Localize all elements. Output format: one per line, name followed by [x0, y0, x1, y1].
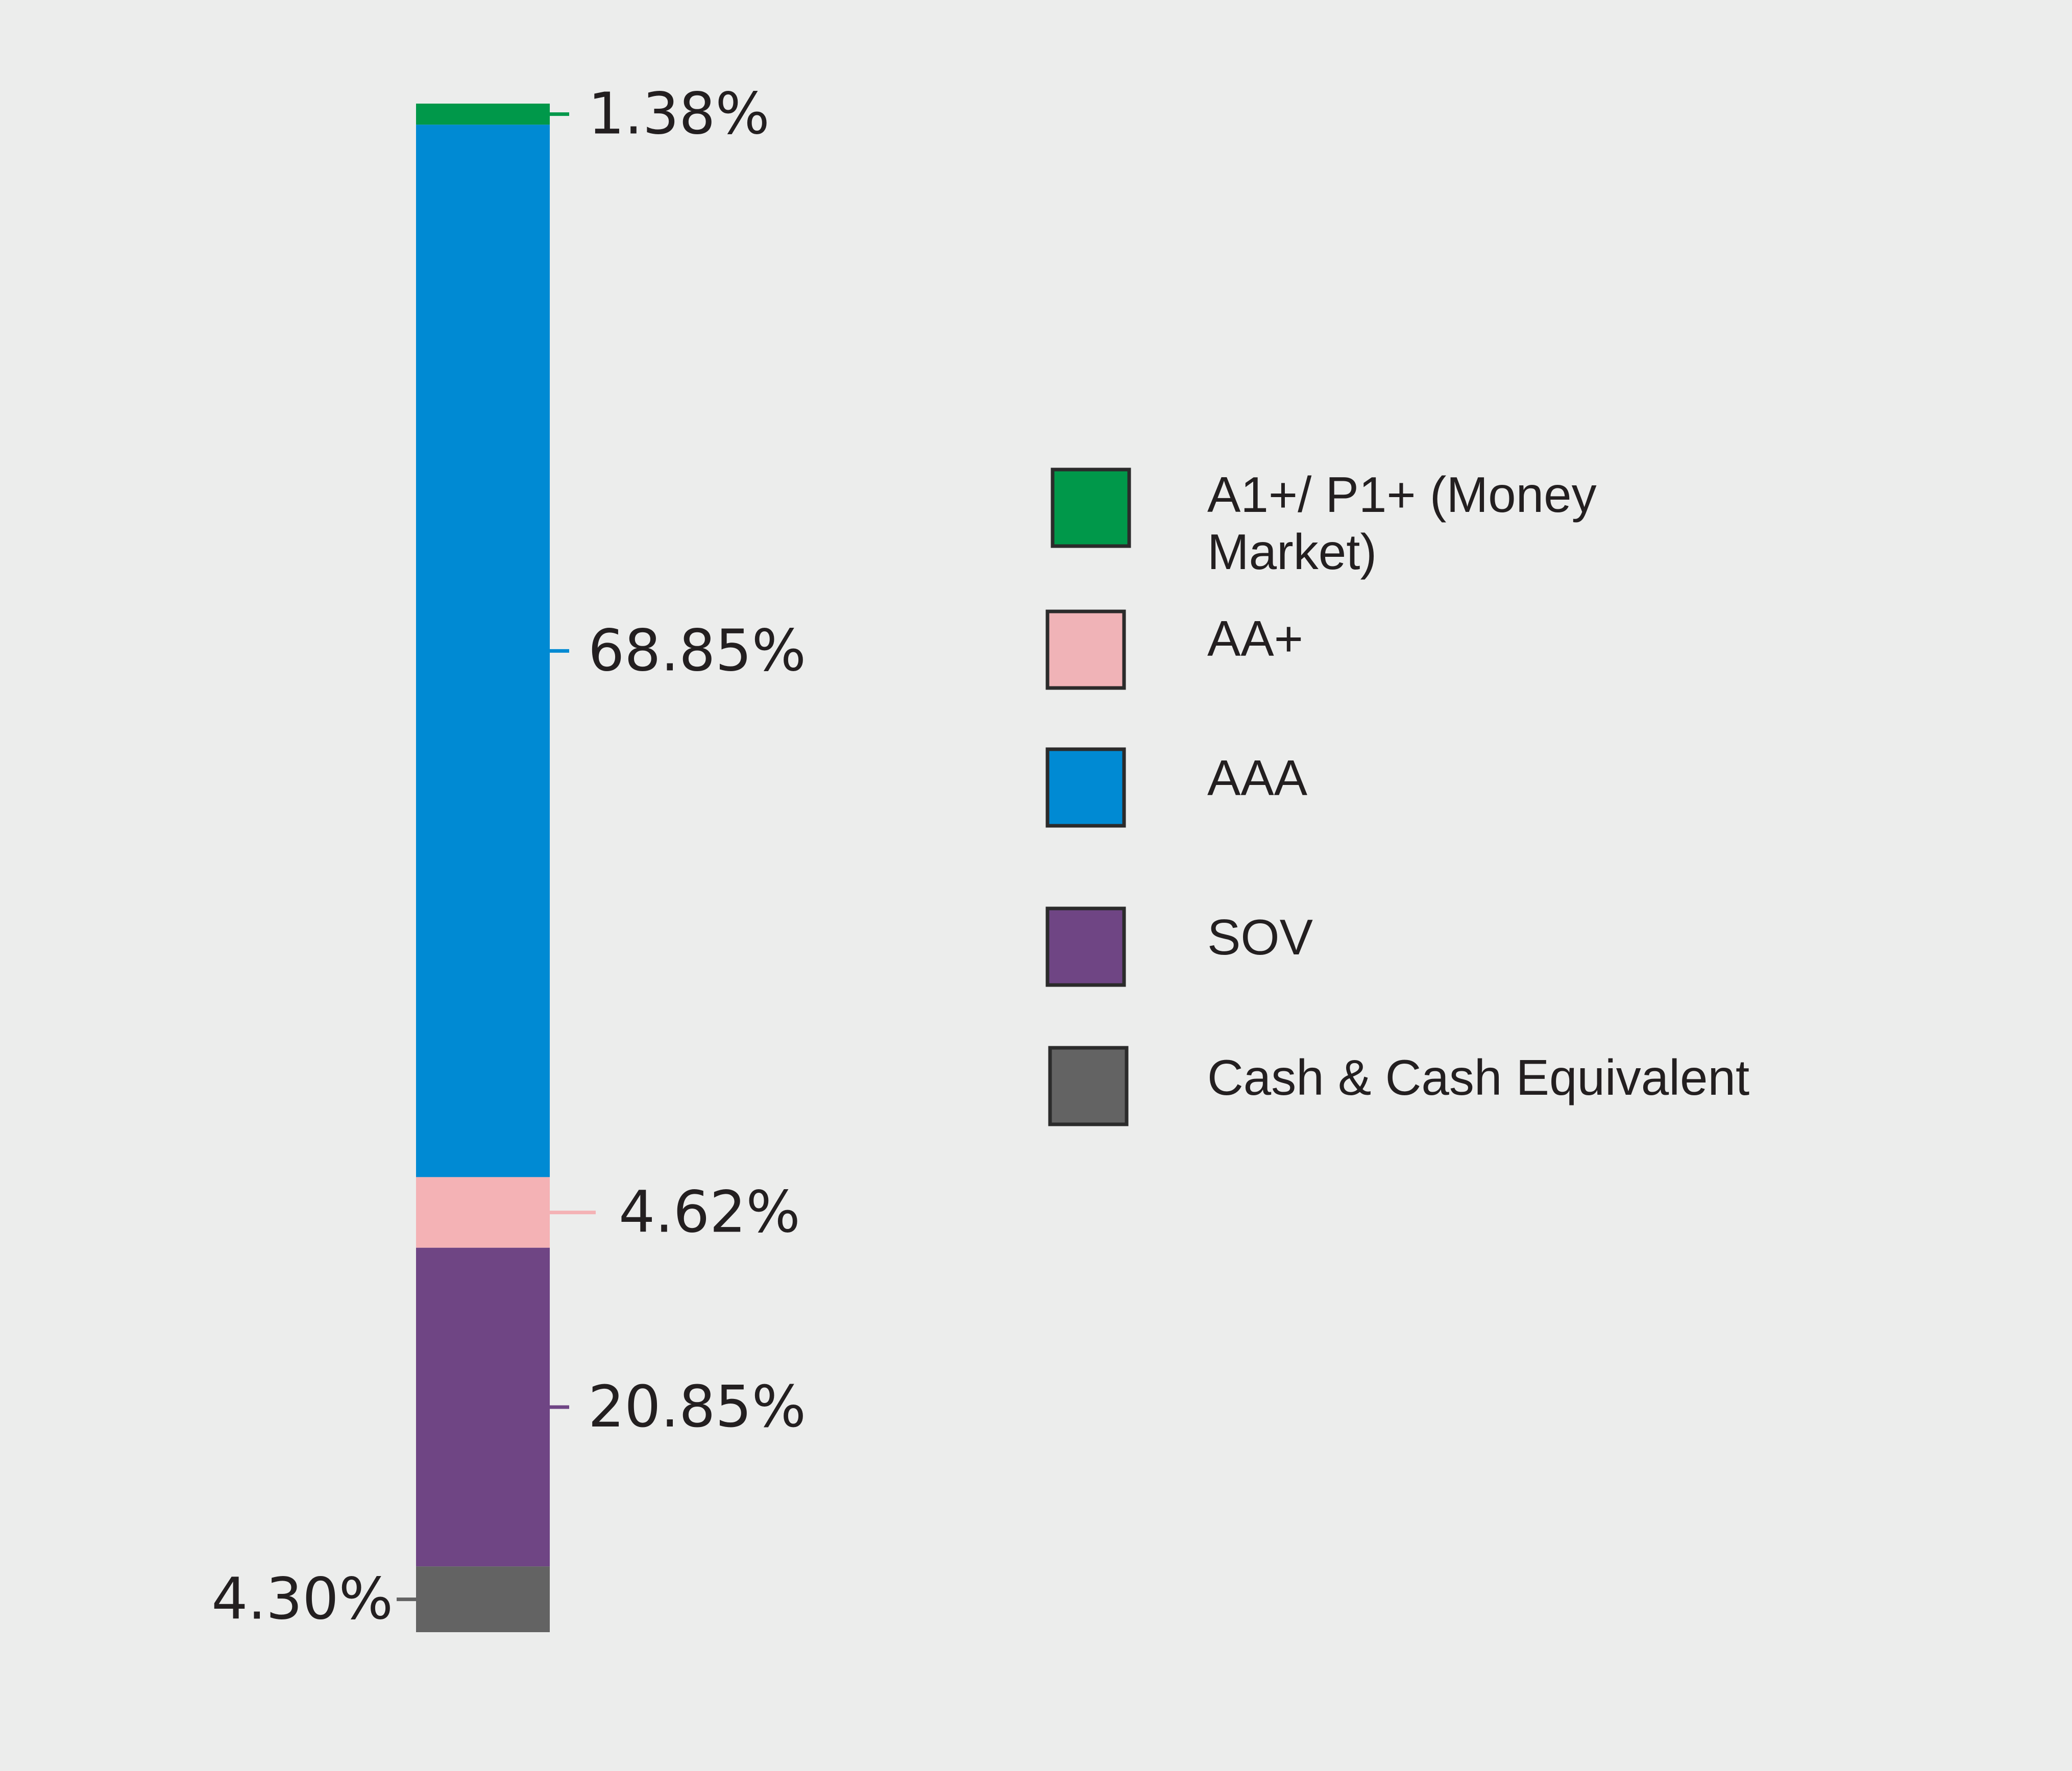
- bar-segment-a1-p1-money-market: [416, 104, 550, 125]
- data-label-cash-cash-equivalent: 4.30%: [211, 1566, 393, 1633]
- data-label-aaa: 68.85%: [588, 618, 806, 684]
- legend-item-aaa: AAA: [1045, 747, 1308, 828]
- data-label-sov: 20.85%: [588, 1374, 806, 1440]
- bar-segment-cash-cash-equivalent: [416, 1566, 550, 1632]
- legend-label-cash-cash-equivalent: Cash & Cash Equivalent: [1207, 1049, 1749, 1105]
- legend-label-a1-p1-money-market-line-1: A1+/ P1+ (Money: [1207, 466, 1597, 523]
- legend-label-sov: SOV: [1207, 909, 1313, 965]
- legend-swatch-aaa: [1045, 747, 1126, 828]
- data-label-aa: 4.62%: [619, 1179, 800, 1246]
- data-labels: 1.38% 68.85% 4.62% 20.85% 4.30%: [211, 81, 806, 1633]
- legend-item-cash-cash-equivalent: Cash & Cash Equivalent: [1048, 1046, 1749, 1126]
- legend-swatch-a1-p1-money-market: [1051, 468, 1131, 548]
- legend-item-aa: AA+: [1045, 609, 1303, 690]
- bar-segments: [416, 104, 550, 1632]
- bar-segment-aaa: [416, 125, 550, 1177]
- legend-label-a1-p1-money-market-line-2: Market): [1207, 524, 1377, 580]
- legend-label-aaa: AAA: [1207, 750, 1308, 806]
- bar-segment-sov: [416, 1247, 550, 1567]
- legend-swatch-aa: [1045, 609, 1126, 690]
- legend-item-sov: SOV: [1045, 906, 1313, 987]
- data-label-a1-p1-money-market: 1.38%: [588, 81, 770, 147]
- legend-swatch-sov: [1045, 906, 1126, 987]
- legend-swatch-cash-cash-equivalent: [1048, 1046, 1129, 1126]
- bar-segment-aa: [416, 1177, 550, 1248]
- legend-label-aa: AA+: [1207, 610, 1303, 667]
